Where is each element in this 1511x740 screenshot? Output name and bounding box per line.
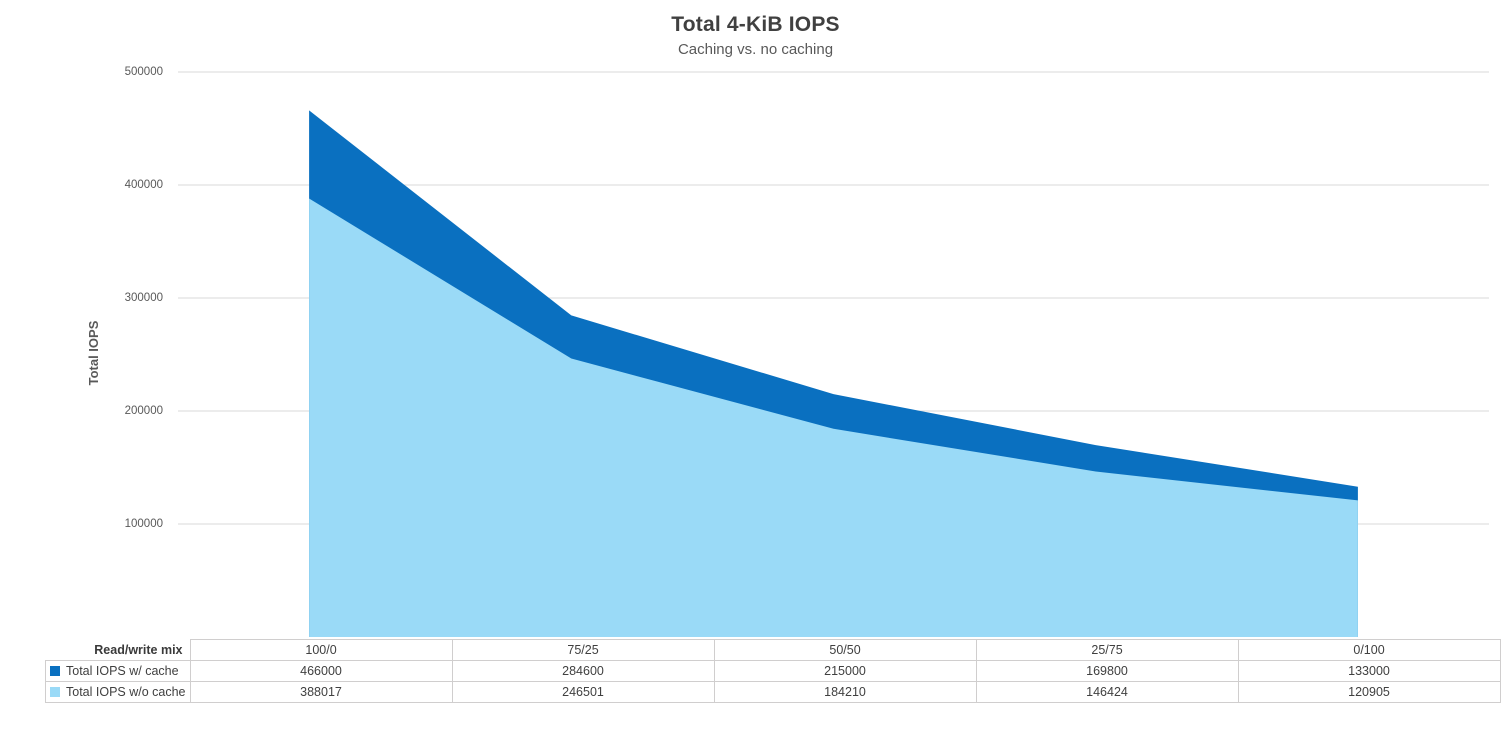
value-cell: 388017 [189, 681, 453, 703]
row-header-cell: Read/write mix [45, 639, 191, 661]
y-tick-label: 300000 [124, 292, 163, 304]
category-cell: 25/75 [975, 639, 1239, 661]
value-cell: 169800 [975, 660, 1239, 682]
category-cell: 50/50 [713, 639, 977, 661]
value-cell: 184210 [713, 681, 977, 703]
value-cell: 120905 [1237, 681, 1501, 703]
series-name-cell: Total IOPS w/ cache [45, 660, 191, 682]
value-cell: 133000 [1237, 660, 1501, 682]
y-tick-label: 500000 [124, 66, 163, 78]
y-tick-label: 400000 [124, 179, 163, 191]
table-row-series: Total IOPS w/ cache 466000 284600 215000 169… [45, 660, 1501, 682]
value-cell: 215000 [713, 660, 977, 682]
legend-swatch-icon [50, 687, 60, 697]
value-cell: 146424 [975, 681, 1239, 703]
y-tick-label: 100000 [124, 518, 163, 530]
value-cell: 246501 [451, 681, 715, 703]
value-cell: 284600 [451, 660, 715, 682]
y-tick-label: 200000 [124, 405, 163, 417]
category-cell: 75/25 [451, 639, 715, 661]
chart-title: Total 4-KiB IOPS [671, 13, 840, 36]
area-series-without-cache [309, 198, 1358, 637]
category-cell: 0/100 [1237, 639, 1501, 661]
table-row-series: Total IOPS w/o cache 388017 246501 184210 14… [45, 681, 1501, 703]
table-row-categories: Read/write mix 100/0 75/25 50/50 25/75 0/100 [45, 639, 1501, 661]
legend-swatch-icon [50, 666, 60, 676]
series-name-cell: Total IOPS w/o cache [45, 681, 191, 703]
chart-subtitle: Caching vs. no caching [677, 41, 834, 58]
category-cell: 100/0 [189, 639, 453, 661]
value-cell: 466000 [189, 660, 453, 682]
data-table: Read/write mix 100/0 75/25 50/50 25/75 0/100 T… [45, 639, 1501, 703]
